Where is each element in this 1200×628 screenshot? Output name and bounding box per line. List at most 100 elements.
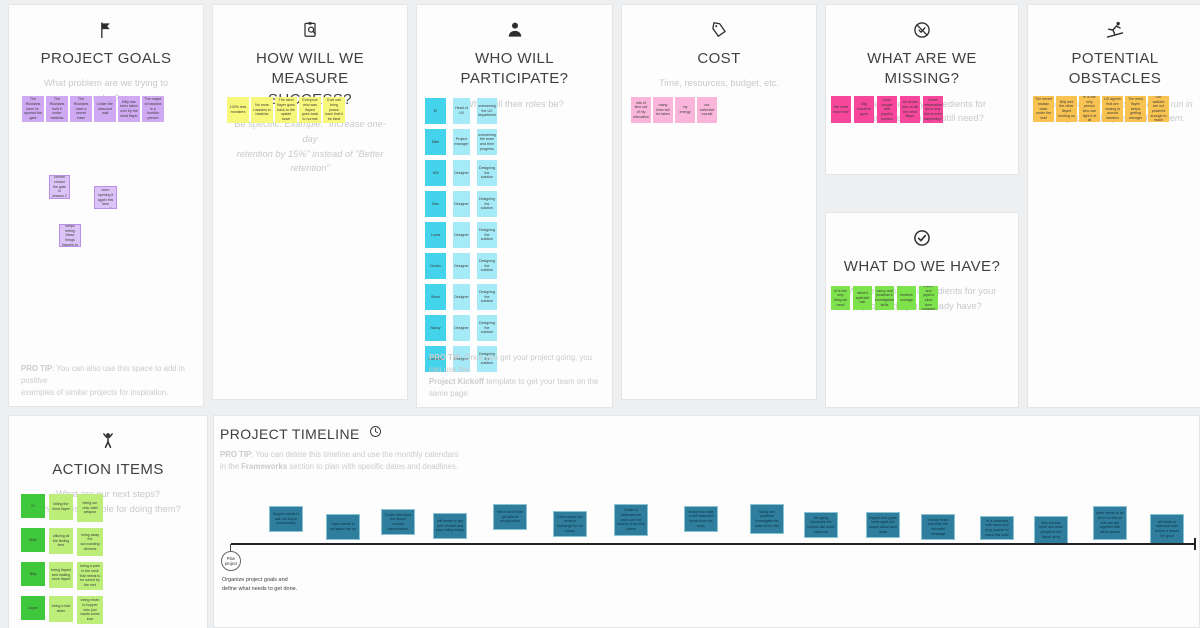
clipboard-search-icon [213, 20, 407, 40]
sticky-note[interactable]: who keeps letting these things happen to… [59, 224, 81, 247]
sticky-note[interactable]: Jonathan [425, 346, 446, 372]
milestone-plan-project[interactable]: Plan project [221, 551, 241, 571]
sticky-note[interactable]: being mean to hopper who just wants some… [77, 596, 103, 624]
sticky-note[interactable]: Designer [453, 315, 470, 341]
sticky-note[interactable]: el is adamant with steve and they partne… [980, 516, 1014, 540]
sticky-note[interactable]: The mayor of hawkins is a horrible perso… [142, 96, 164, 122]
sticky-note[interactable]: US agents that are closing in around haw… [1102, 96, 1123, 122]
sticky-note[interactable]: our collective morale [697, 97, 717, 123]
sticky-note[interactable]: luring away the surrounding demons [77, 528, 103, 556]
sticky-note[interactable]: killing the mind flayer [49, 494, 73, 520]
sticky-note[interactable]: Eleven closed the gate in season 2 [49, 175, 70, 199]
sticky-note[interactable]: hopper and joyce interrogate the mayor a… [866, 512, 900, 538]
sticky-note[interactable]: Who's been opening it again this time ar… [94, 186, 117, 209]
sticky-note[interactable]: We need more time [831, 96, 851, 123]
sticky-note[interactable]: No more russians in hawkins [251, 97, 273, 123]
sticky-note[interactable]: The Russians have re-opened the gate [22, 96, 44, 122]
sticky-note[interactable]: overseeing the team and their progress [477, 129, 497, 155]
sticky-note[interactable]: Project manager [453, 129, 470, 155]
sticky-note[interactable]: hopper and joyce's slow burn romance [919, 286, 938, 310]
sticky-note[interactable]: utilizing all the finding time [49, 528, 73, 554]
sticky-note[interactable]: Lucas [425, 222, 446, 248]
section-project-goals: PROJECT GOALS What problem are we trying… [8, 4, 204, 407]
sticky-note[interactable]: Designing the solution [477, 253, 497, 279]
sticky-note[interactable]: Designing the solution [477, 284, 497, 310]
sticky-note[interactable]: being flayed and making more flayed [49, 562, 73, 588]
sticky-note[interactable]: billy recruits more and more people to t… [1034, 516, 1068, 544]
sticky-note[interactable]: Nancy [425, 315, 446, 341]
sticky-note[interactable]: el is the only thing we need [831, 286, 850, 310]
sticky-note[interactable]: Billy [21, 562, 45, 586]
sticky-note[interactable]: steve's splendid hair [853, 286, 872, 310]
sticky-note[interactable]: The secret russian base under the mall [1033, 96, 1054, 122]
sticky-note[interactable]: many lives will be taken [653, 97, 673, 123]
sticky-note[interactable]: El [425, 98, 446, 124]
sticky-note[interactable]: Steve and Robin get jobs at scoops ahoy [493, 504, 527, 530]
sticky-note[interactable]: my energy [675, 97, 695, 123]
sticky-note[interactable]: will needs to get over himself and stop … [433, 513, 467, 539]
sticky-note[interactable]: being a bad sister [49, 596, 73, 622]
sticky-note[interactable]: Mike [425, 129, 446, 155]
sticky-note[interactable]: Designer [453, 346, 470, 372]
sticky-note[interactable]: Billy has been taken over by the mind fl… [118, 96, 140, 122]
sticky-note[interactable]: The mind flayer goes back to the upside … [275, 97, 297, 123]
sticky-note[interactable]: Designing the solution [477, 160, 497, 186]
section-action-items: ACTION ITEMS What are our next steps? Wh… [8, 415, 208, 628]
sticky-note[interactable]: Dustin intercepts the secret russian tra… [381, 509, 415, 535]
sticky-note[interactable]: nancy and jonathan's investigative skill… [875, 286, 894, 310]
section-project-timeline: PROJECT TIMELINE PRO TIP: You can delete… [213, 415, 1200, 628]
pro-tip-text2: section to plan with specific dates and … [287, 462, 458, 472]
sticky-note[interactable]: If we can bring peace back that'd be ide… [323, 97, 345, 123]
obstacles-sticky-row: The secret russian base under the mall Bi… [1033, 96, 1169, 122]
sticky-note[interactable]: Dustin [425, 253, 446, 279]
flag-icon [9, 20, 203, 40]
sticky-note[interactable]: Some information as to why this is even … [923, 96, 943, 123]
sticky-note[interactable]: Designer [453, 284, 470, 310]
sticky-note[interactable]: Joyce [21, 596, 45, 620]
sticky-note[interactable]: endless courage [897, 286, 916, 310]
sticky-note[interactable]: 100% less monsters [227, 97, 249, 123]
sticky-note[interactable]: Erica crawls the vents in exchange for i… [553, 511, 587, 537]
sticky-note[interactable]: nancy and jonathan investigate the case … [750, 504, 784, 534]
timeline-header: PROJECT TIMELINE [214, 416, 1199, 444]
sticky-note[interactable]: robin needs to be let in on this so she … [1093, 506, 1127, 540]
sticky-note[interactable]: Dustin is adamant the code can't be loca… [614, 504, 648, 536]
sticky-note[interactable]: Max [425, 191, 446, 217]
sticky-note[interactable]: murray helps translate the decoded messa… [921, 514, 955, 540]
sticky-note[interactable]: Designing the solution [477, 191, 497, 217]
sticky-note[interactable]: el and max take a well deserved break fr… [684, 506, 718, 532]
sticky-note[interactable]: Designing the solution [477, 346, 497, 372]
sticky-row: Billy being flayed and making more flayed… [21, 562, 103, 590]
sticky-note[interactable]: The Russians built it under hawkins [46, 96, 68, 122]
sticky-note[interactable]: Hopper needs to ask out Joyce immediatel… [269, 506, 303, 532]
sticky-note[interactable]: Designer [453, 160, 470, 186]
sticky-note[interactable]: Designer [453, 253, 470, 279]
sticky-note[interactable]: the gang discovers the russian lab under… [804, 512, 838, 538]
sticky-note[interactable]: The mind flayer keeps getting stronger [1125, 96, 1146, 122]
sticky-note[interactable]: The Russians have a secret base [70, 96, 92, 122]
sticky-note[interactable]: Head of UX [453, 98, 470, 124]
sticky-note[interactable]: being our only valid weapon [77, 494, 103, 522]
sticky-note[interactable]: el is the only person who can fight it a… [1079, 96, 1100, 122]
sticky-note[interactable]: Will [425, 160, 446, 186]
sticky-note[interactable]: Our walkies are not powerful enough to r… [1148, 96, 1169, 122]
sticky-note[interactable]: Joyce needs to not stand him up [326, 514, 360, 540]
sticky-note[interactable]: lots of time out of my education [631, 97, 651, 123]
sticky-note[interactable]: Billy and the other flayed hunting us [1056, 96, 1077, 122]
sticky-note[interactable]: Designer [453, 191, 470, 217]
sticky-note[interactable]: Designing the solution [477, 222, 497, 248]
sticky-note[interactable]: El [21, 494, 45, 518]
sticky-note[interactable]: Everyone who was flayed goes back to nor… [299, 97, 321, 123]
sticky-note[interactable]: Steve [425, 284, 446, 310]
sticky-note[interactable]: Designing the solution [477, 315, 497, 341]
sticky-note[interactable]: Designer [453, 222, 470, 248]
sticky-note[interactable]: Mike [21, 528, 45, 552]
sticky-note[interactable]: all hands to starcourt mall before it cl… [1150, 514, 1184, 544]
sticky-note[interactable]: Big machine guns [854, 96, 874, 123]
sticky-note[interactable]: An actual plan to kill the mind flayer [900, 96, 920, 123]
sticky-note[interactable]: overseeing the UX department [477, 98, 497, 124]
sticky-note[interactable]: Under the starcourt mall [94, 96, 116, 122]
section-what-are-we-missing: WHAT ARE WE MISSING? What necessary ingr… [825, 4, 1019, 175]
sticky-note[interactable]: more people with psychic powers [877, 96, 897, 123]
sticky-note[interactable]: being a pain in the neck that needs to b… [77, 562, 103, 590]
